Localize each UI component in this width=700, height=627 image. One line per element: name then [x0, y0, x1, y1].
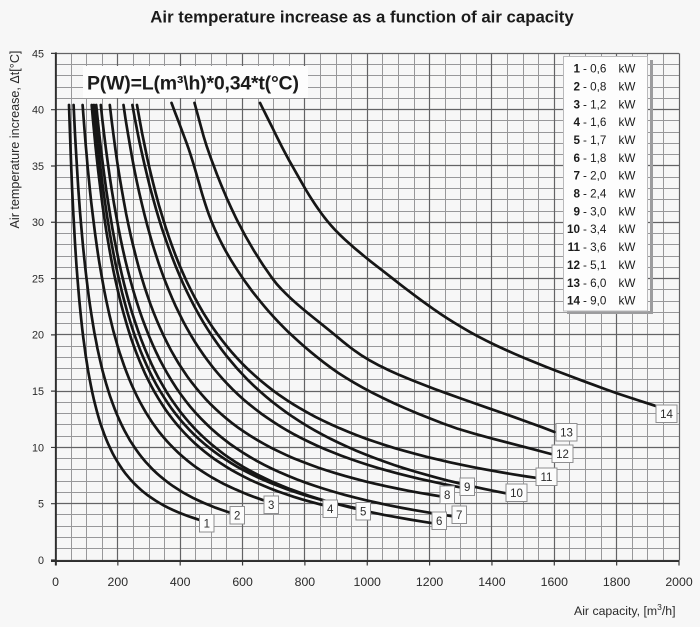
svg-text:600: 600 [232, 575, 253, 589]
svg-text:Air capacity, [m3/h]: Air capacity, [m3/h] [574, 602, 676, 618]
svg-text:10: 10 [32, 442, 44, 454]
svg-text:- 3,0: - 3,0 [583, 205, 607, 218]
svg-text:Air temperature increase as a: Air temperature increase as a function o… [150, 8, 574, 27]
svg-text:2: 2 [234, 511, 240, 523]
svg-text:1000: 1000 [354, 575, 382, 589]
svg-text:1: 1 [204, 519, 210, 531]
svg-text:800: 800 [295, 575, 316, 589]
svg-text:- 1,6: - 1,6 [583, 116, 606, 129]
svg-text:13: 13 [560, 428, 573, 440]
svg-text:1: 1 [573, 63, 580, 76]
svg-text:5: 5 [38, 499, 44, 511]
svg-text:- 3,4: - 3,4 [583, 223, 607, 236]
svg-text:kW: kW [619, 295, 636, 308]
svg-text:P(W)=L(m³\h)*0,34*t(°C): P(W)=L(m³\h)*0,34*t(°C) [87, 73, 299, 95]
svg-text:8: 8 [573, 188, 580, 201]
svg-text:- 2,0: - 2,0 [583, 170, 607, 183]
svg-text:3: 3 [573, 98, 580, 111]
svg-text:kW: kW [619, 205, 636, 218]
svg-text:kW: kW [619, 241, 636, 254]
svg-text:10: 10 [567, 223, 581, 236]
svg-text:1200: 1200 [416, 575, 444, 589]
svg-text:1600: 1600 [541, 575, 569, 589]
svg-text:kW: kW [619, 170, 636, 183]
svg-text:12: 12 [556, 449, 569, 461]
svg-text:40: 40 [32, 105, 44, 117]
svg-text:15: 15 [32, 386, 44, 398]
svg-text:kW: kW [619, 277, 636, 290]
svg-text:0: 0 [38, 555, 44, 567]
svg-text:7: 7 [573, 170, 580, 183]
svg-text:14: 14 [660, 409, 673, 421]
svg-text:kW: kW [619, 152, 636, 165]
svg-text:9: 9 [573, 205, 580, 218]
svg-text:kW: kW [619, 188, 636, 201]
svg-text:6: 6 [436, 516, 442, 528]
svg-text:13: 13 [567, 277, 581, 290]
svg-text:- 9,0: - 9,0 [583, 295, 607, 308]
svg-text:- 5,1: - 5,1 [583, 259, 606, 272]
svg-text:10: 10 [510, 488, 523, 500]
svg-text:1800: 1800 [603, 575, 631, 589]
svg-text:6: 6 [573, 152, 580, 165]
svg-text:- 3,6: - 3,6 [583, 241, 606, 254]
svg-text:kW: kW [619, 116, 636, 129]
svg-text:4: 4 [573, 116, 580, 129]
svg-text:3: 3 [268, 500, 274, 512]
svg-text:400: 400 [170, 575, 191, 589]
svg-text:2: 2 [573, 80, 580, 93]
svg-text:35: 35 [32, 161, 44, 173]
svg-text:5: 5 [360, 507, 366, 519]
svg-text:Air temperature increase, Δt[°: Air temperature increase, Δt[°C] [8, 51, 22, 229]
svg-text:30: 30 [32, 217, 44, 229]
svg-text:11: 11 [541, 472, 553, 484]
svg-text:4: 4 [327, 504, 334, 516]
svg-text:9: 9 [464, 482, 470, 494]
svg-text:11: 11 [568, 241, 581, 254]
svg-text:kW: kW [619, 134, 636, 147]
svg-text:8: 8 [444, 490, 450, 502]
svg-text:1400: 1400 [478, 575, 506, 589]
svg-text:25: 25 [32, 274, 44, 286]
svg-text:7: 7 [456, 510, 462, 522]
svg-text:- 0,8: - 0,8 [583, 80, 606, 93]
svg-text:- 2,4: - 2,4 [583, 188, 607, 201]
svg-text:14: 14 [567, 295, 581, 308]
svg-text:5: 5 [573, 134, 580, 147]
svg-text:20: 20 [32, 330, 44, 342]
svg-text:kW: kW [619, 98, 636, 111]
svg-text:- 1,2: - 1,2 [583, 98, 606, 111]
svg-text:- 1,8: - 1,8 [583, 152, 606, 165]
svg-text:kW: kW [619, 259, 636, 272]
svg-text:- 1,7: - 1,7 [583, 134, 606, 147]
svg-text:kW: kW [619, 223, 636, 236]
svg-text:12: 12 [567, 259, 581, 272]
svg-text:- 0,6: - 0,6 [583, 63, 606, 76]
svg-text:kW: kW [619, 63, 636, 76]
svg-text:kW: kW [619, 80, 636, 93]
svg-text:- 6,0: - 6,0 [583, 277, 607, 290]
svg-text:2000: 2000 [665, 575, 693, 589]
svg-text:200: 200 [108, 575, 129, 589]
svg-text:45: 45 [32, 48, 44, 60]
svg-text:0: 0 [52, 575, 59, 589]
